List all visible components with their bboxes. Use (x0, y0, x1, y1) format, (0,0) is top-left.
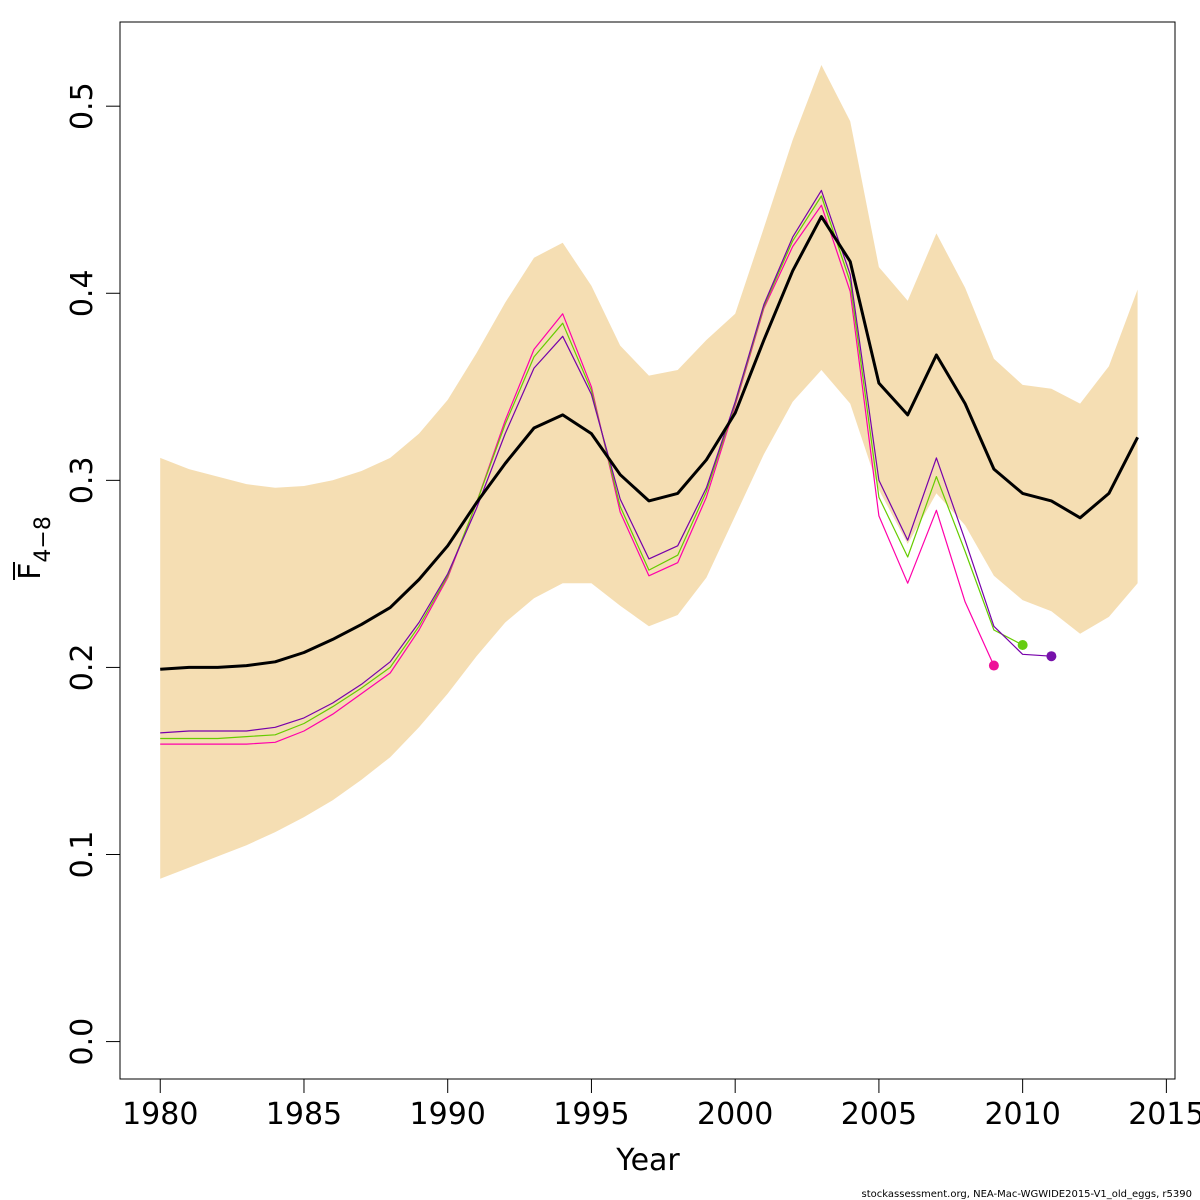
y-tick-label: 0.0 (65, 1018, 100, 1066)
end-points-layer (988, 639, 1057, 671)
series-line-estimate (160, 215, 1139, 671)
series-layer (160, 189, 1139, 745)
confidence-band (160, 65, 1138, 879)
end-point-2 (1017, 639, 1028, 650)
x-tick-label: 1995 (553, 1097, 629, 1132)
x-tick-label: 2010 (984, 1097, 1060, 1132)
y-tick-label: 0.1 (65, 831, 100, 879)
y-tick-label: 0.2 (65, 644, 100, 692)
x-tick-label: 2000 (697, 1097, 773, 1132)
series-line-retro-1 (160, 204, 995, 745)
x-tick-label: 2015 (1128, 1097, 1200, 1132)
y-tick-label: 0.3 (65, 456, 100, 504)
y-tick-label: 0.4 (65, 269, 100, 317)
end-point-3 (1046, 651, 1057, 662)
x-tick-label: 1980 (122, 1097, 198, 1132)
source-caption: stockassessment.org, NEA-Mac-WGWIDE2015-… (862, 1189, 1192, 1200)
series-line-retro-3 (160, 189, 1052, 734)
y-tick-label: 0.5 (65, 82, 100, 130)
series-line-retro-2 (160, 195, 1023, 740)
x-axis: 1980 1985 1990 1995 2000 2005 2010 2015 (122, 1078, 1200, 1132)
x-axis-title: Year (615, 1143, 680, 1178)
y-axis: 0.0 0.1 0.2 0.3 0.4 0.5 (65, 82, 121, 1066)
svg-text:F4−8: F4−8 (13, 516, 56, 580)
x-tick-label: 1990 (410, 1097, 486, 1132)
end-point-1 (988, 660, 999, 671)
confidence-band-layer (160, 65, 1138, 879)
x-tick-label: 2005 (841, 1097, 917, 1132)
y-axis-title-main: F (13, 563, 48, 580)
y-axis-title: F4−8 (13, 516, 56, 580)
x-tick-label: 1985 (266, 1097, 342, 1132)
y-axis-title-subscript: 4−8 (31, 516, 56, 562)
